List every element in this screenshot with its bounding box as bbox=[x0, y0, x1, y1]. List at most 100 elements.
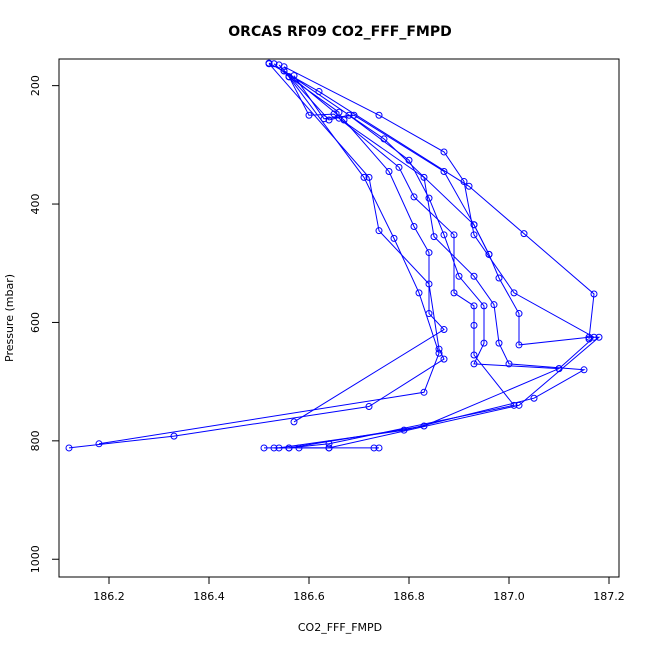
data-point bbox=[265, 59, 273, 67]
data-point bbox=[430, 233, 438, 241]
data-point bbox=[470, 231, 478, 239]
y-tick-label: 600 bbox=[29, 312, 42, 333]
profile-series-8 bbox=[280, 63, 598, 373]
series-line bbox=[283, 70, 445, 423]
data-point bbox=[270, 444, 278, 452]
data-point bbox=[435, 349, 443, 357]
profile-series-5 bbox=[260, 61, 563, 452]
profile-series-2 bbox=[95, 60, 443, 448]
x-tick-label: 187.0 bbox=[493, 590, 525, 603]
x-tick-label: 187.2 bbox=[593, 590, 625, 603]
data-point bbox=[470, 302, 478, 310]
data-point bbox=[515, 310, 523, 318]
series-line bbox=[288, 76, 515, 449]
data-point bbox=[515, 401, 523, 409]
data-point bbox=[410, 193, 418, 201]
data-point bbox=[440, 148, 448, 156]
data-point bbox=[95, 440, 103, 448]
y-tick-label: 200 bbox=[29, 75, 42, 96]
profile-series-1 bbox=[65, 60, 448, 452]
data-point bbox=[325, 444, 333, 452]
series-line bbox=[98, 63, 440, 445]
data-point bbox=[590, 290, 598, 298]
data-point bbox=[385, 167, 393, 175]
data-point bbox=[380, 135, 388, 143]
data-point bbox=[470, 360, 478, 368]
data-point bbox=[505, 360, 513, 368]
series-line bbox=[283, 70, 490, 255]
plot-frame bbox=[58, 58, 620, 578]
profile-series-11 bbox=[270, 444, 383, 452]
x-tick-label: 186.4 bbox=[193, 590, 225, 603]
data-point bbox=[280, 67, 288, 75]
data-point bbox=[585, 335, 593, 343]
data-point bbox=[450, 289, 458, 297]
data-point bbox=[425, 310, 433, 318]
x-axis-label: CO2_FFF_FMPD bbox=[298, 621, 382, 634]
data-point bbox=[425, 194, 433, 202]
profile-series-7 bbox=[290, 72, 603, 452]
data-point bbox=[280, 63, 288, 71]
data-point bbox=[480, 339, 488, 347]
data-point bbox=[595, 333, 603, 341]
series-line bbox=[268, 62, 595, 340]
series-line bbox=[278, 76, 586, 449]
x-tick-label: 186.6 bbox=[293, 590, 325, 603]
data-point bbox=[510, 289, 518, 297]
data-point bbox=[530, 394, 538, 402]
data-point bbox=[305, 111, 313, 119]
y-axis-label: Pressure (mbar) bbox=[3, 274, 16, 362]
chart-title: ORCAS RF09 CO2_FFF_FMPD bbox=[228, 24, 451, 40]
data-point bbox=[425, 249, 433, 257]
data-point bbox=[470, 272, 478, 280]
profile-series-4 bbox=[285, 73, 518, 452]
data-point bbox=[390, 234, 398, 242]
data-point bbox=[335, 114, 343, 122]
data-point bbox=[370, 444, 378, 452]
profile-series-6 bbox=[275, 73, 588, 452]
data-point bbox=[360, 173, 368, 181]
y-tick-label: 1000 bbox=[29, 545, 42, 573]
data-point bbox=[480, 302, 488, 310]
data-point bbox=[470, 221, 478, 229]
data-point bbox=[410, 223, 418, 231]
series-layer bbox=[65, 59, 603, 452]
data-point bbox=[325, 116, 333, 124]
data-point bbox=[170, 432, 178, 440]
series-line bbox=[283, 66, 595, 369]
series-line bbox=[68, 63, 445, 449]
data-point bbox=[375, 111, 383, 119]
data-point bbox=[420, 173, 428, 181]
data-point bbox=[490, 301, 498, 309]
data-point bbox=[290, 418, 298, 426]
data-point bbox=[320, 115, 328, 123]
data-point bbox=[395, 163, 403, 171]
data-point bbox=[455, 272, 463, 280]
series-line bbox=[293, 75, 601, 449]
y-tick-label: 400 bbox=[29, 194, 42, 215]
y-axis: 200 400 600 800 1000 bbox=[29, 75, 59, 573]
data-point bbox=[420, 388, 428, 396]
data-point bbox=[440, 231, 448, 239]
data-point bbox=[375, 444, 383, 452]
x-axis: 186.2 186.4 186.6 186.8 187.0 187.2 bbox=[93, 577, 625, 603]
data-point bbox=[580, 366, 588, 374]
data-point bbox=[470, 351, 478, 359]
data-point bbox=[440, 167, 448, 175]
data-point bbox=[65, 444, 73, 452]
data-point bbox=[485, 250, 493, 258]
data-point bbox=[375, 227, 383, 235]
data-point bbox=[470, 321, 478, 329]
data-point bbox=[440, 355, 448, 363]
data-point bbox=[515, 341, 523, 349]
data-point bbox=[495, 339, 503, 347]
data-point bbox=[450, 231, 458, 239]
data-point bbox=[495, 274, 503, 282]
data-point bbox=[465, 182, 473, 190]
x-tick-label: 186.8 bbox=[393, 590, 425, 603]
profile-series-10 bbox=[280, 67, 493, 258]
y-tick-label: 800 bbox=[29, 430, 42, 451]
data-point bbox=[520, 230, 528, 238]
data-point bbox=[365, 173, 373, 181]
